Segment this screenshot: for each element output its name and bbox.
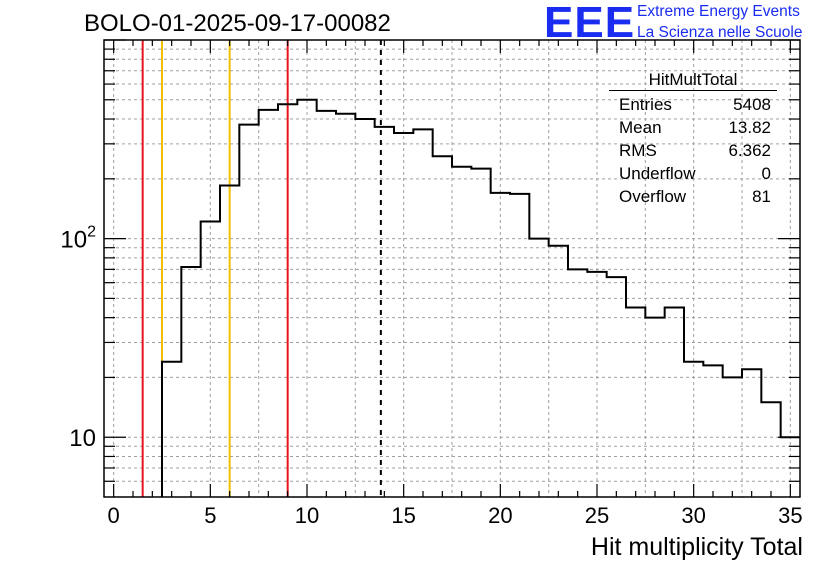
- stats-value: 0: [761, 164, 771, 183]
- stats-label: Overflow: [619, 187, 687, 206]
- y-tick-label: 102: [60, 224, 96, 254]
- plot-title: BOLO-01-2025-09-17-00082: [84, 10, 391, 37]
- stats-row-entries: Entries 5408: [609, 93, 777, 116]
- plot-frame: [103, 39, 801, 498]
- stats-label: Mean: [619, 118, 662, 137]
- stats-label: RMS: [619, 141, 657, 160]
- histogram-series: [161, 98, 800, 497]
- grid-lines: [104, 39, 800, 497]
- stats-title: HitMultTotal: [609, 70, 777, 91]
- stats-label: Underflow: [619, 164, 696, 183]
- x-tick-label: 10: [295, 503, 319, 528]
- y-tick-labels: 10 102: [60, 224, 96, 453]
- x-axis-title: Hit multiplicity Total: [590, 533, 803, 561]
- stats-label: Entries: [619, 95, 672, 114]
- stats-row-underflow: Underflow 0: [609, 162, 777, 185]
- axis-ticks: [104, 39, 800, 497]
- stats-row-mean: Mean 13.82: [609, 116, 777, 139]
- stats-row-rms: RMS 6.362: [609, 139, 777, 162]
- x-tick-label: 35: [778, 503, 802, 528]
- brand-line-1: Extreme Energy Events: [637, 3, 800, 20]
- x-tick-label: 5: [204, 503, 216, 528]
- x-tick-labels: 0 5 10 15 20 25 30 35: [108, 503, 803, 528]
- eee-logo: EEE: [544, 0, 636, 47]
- x-tick-label: 30: [681, 503, 705, 528]
- x-tick-label: 25: [585, 503, 609, 528]
- marker-lines: [141, 40, 382, 497]
- stats-value: 13.82: [728, 118, 771, 137]
- brand-line-2: La Scienza nelle Scuole: [637, 24, 803, 41]
- x-tick-label: 20: [488, 503, 512, 528]
- y-tick-label: 10: [69, 425, 96, 452]
- stats-value: 81: [752, 187, 771, 206]
- x-tick-label: 0: [108, 503, 120, 528]
- stats-value: 6.362: [728, 141, 771, 160]
- x-tick-label: 15: [391, 503, 415, 528]
- stats-value: 5408: [733, 95, 771, 114]
- stats-box: HitMultTotal Entries 5408 Mean 13.82 RMS…: [609, 70, 777, 208]
- stats-row-overflow: Overflow 81: [609, 185, 777, 208]
